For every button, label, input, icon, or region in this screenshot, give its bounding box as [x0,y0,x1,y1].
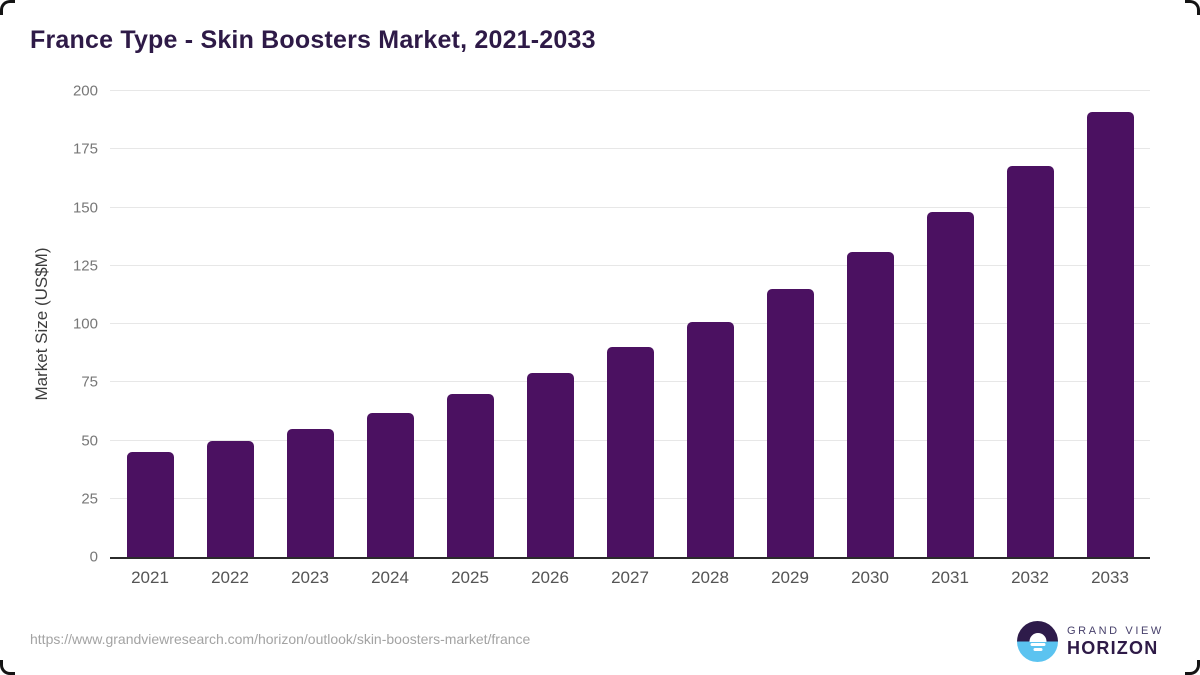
gridline [110,148,1150,150]
x-tick-label: 2026 [531,568,569,587]
horizon-sunrise-icon [1017,621,1058,662]
bar-2031[interactable] [926,212,974,557]
y-axis-ticks: 0 25 50 75 100 125 150 175 200 [0,84,98,565]
bar-2033[interactable] [1086,111,1134,557]
y-tick-label: 0 [89,548,98,566]
bar-2032[interactable] [1006,165,1054,557]
bar-slot [110,91,190,557]
gridline [110,90,1150,91]
bar-slot [510,91,590,557]
chart-title: France Type - Skin Boosters Market, 2021… [30,26,596,54]
bar-2030[interactable] [846,251,894,557]
bar-slot [350,91,430,557]
bar-slot [1070,91,1150,557]
x-tick-label: 2030 [851,568,889,587]
bar-slot [270,91,350,557]
source-url: https://www.grandviewresearch.com/horizo… [30,631,531,647]
y-tick-label: 200 [72,82,98,100]
x-axis-labels: 2021 2022 2023 2024 2025 2026 2027 2028 2029 2030… [110,568,1150,588]
y-tick-label: 100 [72,315,98,333]
gridline [110,323,1150,324]
bar-2026[interactable] [526,372,574,557]
bar-slot [990,91,1070,557]
bars [110,91,1150,557]
bar-slot [190,91,270,557]
bar-2027[interactable] [606,347,654,557]
y-tick-label: 175 [72,140,98,158]
sun-icon [1029,632,1046,642]
y-tick-label: 150 [72,199,98,216]
x-tick-label: 2031 [931,568,969,587]
bar-2025[interactable] [446,393,494,557]
y-tick-label: 50 [81,432,98,449]
brand-logo-text: GRAND VIEW HORIZON [1067,625,1164,659]
x-tick-label: 2024 [371,568,409,587]
bar-2021[interactable] [126,452,174,557]
plot-area [110,90,1150,559]
x-tick-label: 2032 [1011,568,1049,587]
y-tick-label: 125 [72,257,98,275]
reflection-line-icon [1030,643,1045,646]
x-tick-label: 2023 [291,568,329,587]
x-tick-label: 2021 [131,568,169,587]
frame-corner-top-left [0,0,15,15]
gridline [110,206,1150,208]
bar-slot [830,91,910,557]
bar-slot [750,91,830,557]
x-tick-label: 2025 [451,568,489,587]
bar-2024[interactable] [366,412,414,557]
y-tick-label: 25 [81,490,98,508]
bar-2022[interactable] [206,440,254,557]
y-tick-label: 75 [81,373,98,391]
x-tick-label: 2029 [771,568,809,587]
gridline [110,264,1150,266]
brand-name-bottom: HORIZON [1067,637,1159,658]
bar-2023[interactable] [286,428,334,557]
x-tick-label: 2027 [611,568,649,587]
x-tick-label: 2028 [691,568,729,587]
frame-corner-top-right [1185,0,1200,15]
bar-slot [670,91,750,557]
reflection-line-icon [1033,648,1042,651]
x-tick-label: 2022 [211,568,249,587]
bar-slot [590,91,670,557]
bar-slot [430,91,510,557]
x-tick-label: 2033 [1091,568,1129,587]
brand-logo: GRAND VIEW HORIZON [1017,621,1164,662]
brand-name-top: GRAND VIEW [1067,624,1164,637]
frame-corner-bottom-left [0,660,15,675]
bar-2028[interactable] [686,321,734,557]
bar-2029[interactable] [766,289,814,557]
frame-corner-bottom-right [1185,660,1200,675]
bar-slot [910,91,990,557]
